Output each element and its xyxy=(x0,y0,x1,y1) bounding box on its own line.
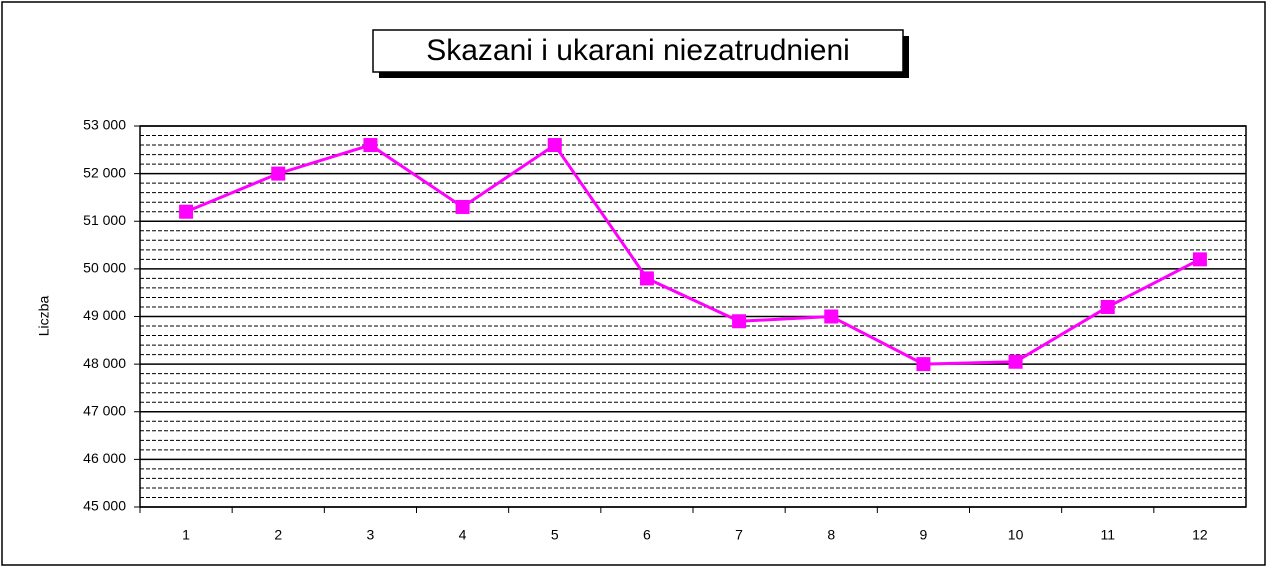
marker xyxy=(824,309,839,324)
x-tick-label: 10 xyxy=(1008,527,1024,543)
x-tick-label: 1 xyxy=(182,527,190,543)
marker xyxy=(732,314,747,329)
x-tick-label: 3 xyxy=(367,527,375,543)
y-tick-label: 45 000 xyxy=(83,498,126,514)
marker xyxy=(1100,299,1115,314)
chart-title: Skazani i ukarani niezatrudnieni xyxy=(426,34,850,67)
y-tick-label: 53 000 xyxy=(83,117,126,133)
y-tick-label: 51 000 xyxy=(83,212,126,228)
y-tick-label: 46 000 xyxy=(83,450,126,466)
y-axis-label: Liczba xyxy=(36,296,52,337)
x-tick-label: 9 xyxy=(920,527,928,543)
title-box xyxy=(372,29,904,73)
x-tick-label: 4 xyxy=(459,527,467,543)
marker xyxy=(639,271,654,286)
y-tick-label: 52 000 xyxy=(83,164,126,180)
marker xyxy=(1192,252,1207,267)
x-tick-label: 11 xyxy=(1100,527,1115,543)
marker xyxy=(363,138,378,153)
y-tick-label: 48 000 xyxy=(83,355,126,371)
x-tick-label: 6 xyxy=(643,527,651,543)
marker xyxy=(179,204,194,219)
marker xyxy=(547,138,562,153)
marker xyxy=(271,166,286,181)
x-tick-label: 12 xyxy=(1192,527,1208,543)
x-tick-label: 5 xyxy=(551,527,559,543)
marker xyxy=(455,199,470,214)
x-tick-label: 2 xyxy=(274,527,282,543)
y-tick-label: 49 000 xyxy=(83,307,126,323)
x-tick-label: 7 xyxy=(735,527,743,543)
x-tick-label: 8 xyxy=(827,527,835,543)
marker xyxy=(1008,354,1023,369)
marker xyxy=(916,357,931,372)
y-tick-label: 47 000 xyxy=(83,402,126,418)
y-tick-label: 50 000 xyxy=(83,260,126,276)
series-line xyxy=(185,142,1201,366)
